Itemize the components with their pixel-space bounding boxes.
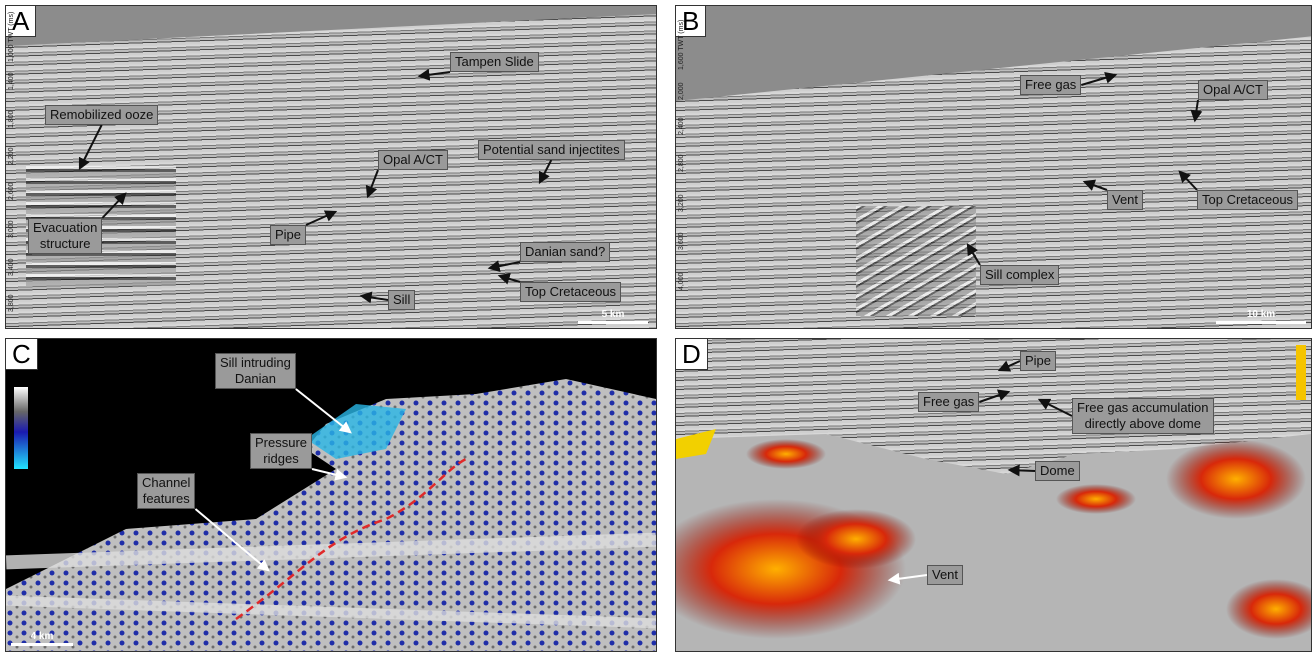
annotation-line: features xyxy=(142,491,190,506)
panel-letter: B xyxy=(676,6,707,37)
annotation-line: Vent xyxy=(932,567,959,582)
annotation: Sill complex xyxy=(980,265,1060,285)
axis-label: 1,400 xyxy=(8,72,15,90)
axis-label: 1,800 xyxy=(8,110,15,128)
annotation-line: Top Cretaceous xyxy=(525,284,617,299)
axis-label: 3,200 xyxy=(678,194,685,212)
panel-d: D xyxy=(675,338,1312,652)
axis-label: 4,000 xyxy=(678,272,685,290)
panel-letter: C xyxy=(6,339,38,370)
annotation-line: Sill complex xyxy=(985,267,1055,282)
annotation: Remobilized ooze xyxy=(45,105,159,125)
annotation-line: Tampen Slide xyxy=(455,54,534,69)
annotation-line: Pipe xyxy=(275,227,302,242)
annotation: Channel features xyxy=(137,473,196,509)
panel-c: C 4 km xyxy=(5,338,657,652)
annotation: Free gas accumulation directly above dome xyxy=(1072,398,1214,434)
annotation: Dome xyxy=(1035,461,1080,481)
annotation-line: structure xyxy=(39,236,91,251)
annotation: Tampen Slide xyxy=(450,52,539,72)
annotation: Opal A/CT xyxy=(378,150,448,170)
annotation: Potential sand injectites xyxy=(478,140,625,160)
annotation: Sill intruding Danian xyxy=(215,353,296,389)
annotation: Pipe xyxy=(270,225,307,245)
annotation: Pressure ridges xyxy=(250,433,313,469)
axis-label: 2,600 xyxy=(8,182,15,200)
axis-label: 3,400 xyxy=(8,258,15,276)
scale-bar: 10 km xyxy=(1216,309,1306,324)
panel-a: A 5 km xyxy=(5,5,657,329)
annotation-line: Remobilized ooze xyxy=(50,107,154,122)
annotation-line: Sill xyxy=(393,292,411,307)
axis-label: 3,600 xyxy=(678,232,685,250)
annotation-line: Danian xyxy=(234,371,277,386)
axis-label: 1,600 TWT (ms) xyxy=(678,19,685,70)
annotation-line: Free gas xyxy=(923,394,975,409)
annotation-line: Free gas xyxy=(1025,77,1077,92)
axis-label: 2,800 xyxy=(678,154,685,172)
annotation-line: directly above dome xyxy=(1084,416,1201,431)
annotation-line: ridges xyxy=(263,451,299,466)
annotation-line: Free gas accumulation xyxy=(1077,400,1209,415)
axis-label: 3,800 xyxy=(8,294,15,312)
annotation: Opal A/CT xyxy=(1198,80,1268,100)
scale-bar: 5 km xyxy=(578,309,648,324)
axis-label: 2,400 xyxy=(678,117,685,135)
annotation: Top Cretaceous xyxy=(1197,190,1299,210)
annotation-line: Opal A/CT xyxy=(1203,82,1263,97)
axis-label: 2,000 xyxy=(678,82,685,100)
scale-bar: 4 km xyxy=(11,631,73,646)
annotation-line: Top Cretaceous xyxy=(1202,192,1294,207)
axis-label: 1,000 TWT (ms) xyxy=(8,11,15,62)
panel-letter: D xyxy=(676,339,708,370)
annotation-line: Danian sand? xyxy=(525,244,606,259)
terrain xyxy=(6,379,656,651)
annotation: Sill xyxy=(388,290,416,310)
annotation: Free gas xyxy=(1020,75,1082,95)
axis-label: 2,200 xyxy=(8,147,15,165)
scale-label: 10 km xyxy=(1246,309,1276,320)
annotation-line: Potential sand injectites xyxy=(483,142,620,157)
annotation-line: Pressure xyxy=(255,435,308,450)
annotation: Danian sand? xyxy=(520,242,611,262)
annotation-line: Dome xyxy=(1040,463,1075,478)
annotation-line: Channel xyxy=(142,475,191,490)
axis-label: 3,000 xyxy=(8,220,15,238)
panel-letter: A xyxy=(6,6,37,37)
annotation: Top Cretaceous xyxy=(520,282,622,302)
annotation-line: Vent xyxy=(1112,192,1139,207)
annotation: Pipe xyxy=(1020,351,1057,371)
amplitude-map xyxy=(676,345,1311,651)
annotation: Vent xyxy=(927,565,964,585)
annotation-line: Sill intruding xyxy=(220,355,291,370)
annotation: Vent xyxy=(1107,190,1144,210)
scale-label: 4 km xyxy=(30,631,54,642)
annotation: Free gas xyxy=(918,392,980,412)
annotation-line: Pipe xyxy=(1025,353,1052,368)
annotation-line: Opal A/CT xyxy=(383,152,443,167)
annotation-line: Evacuation xyxy=(33,220,98,235)
annotation: Evacuation structure xyxy=(28,218,103,254)
scale-label: 5 km xyxy=(601,309,625,320)
